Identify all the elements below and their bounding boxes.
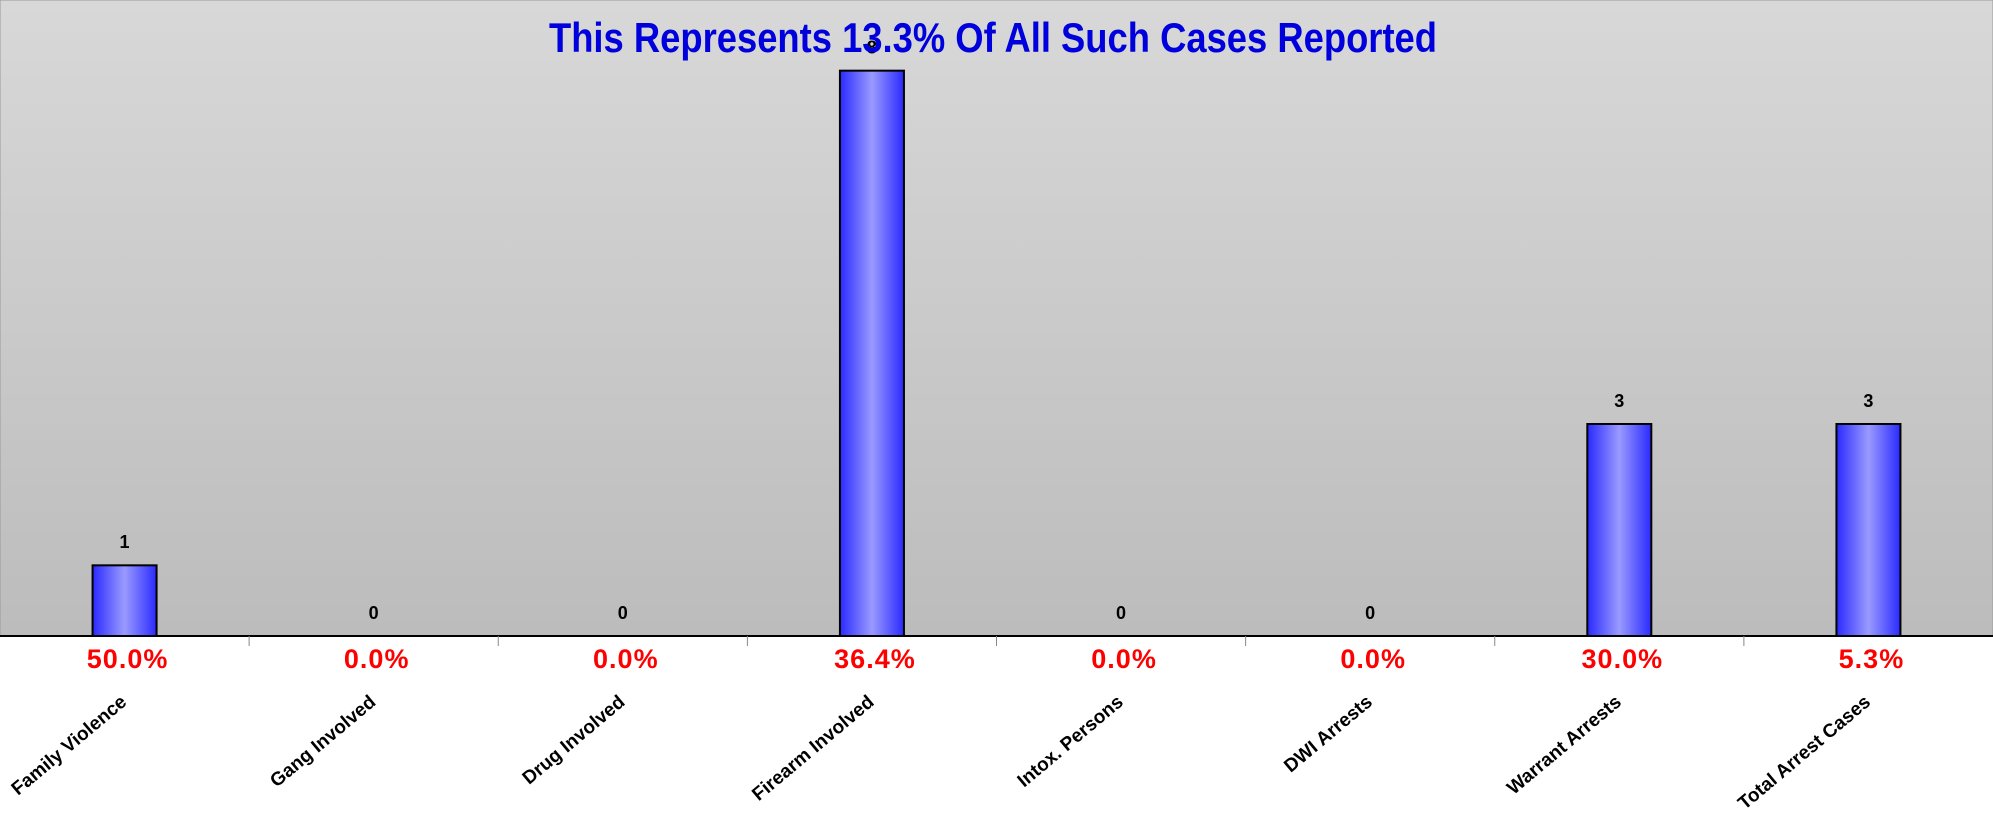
value-label: 8 bbox=[867, 37, 877, 57]
rate-label: 0.0% bbox=[593, 644, 659, 674]
value-label: 0 bbox=[1365, 603, 1375, 623]
bar bbox=[838, 69, 905, 637]
rate-label: 0.0% bbox=[1340, 644, 1406, 674]
plot-area bbox=[0, 0, 1993, 637]
x-tick-label: Drug Involved bbox=[519, 692, 630, 790]
x-tick-label: Gang Involved bbox=[266, 692, 380, 792]
x-tick-label: Warrant Arrests bbox=[1503, 692, 1625, 799]
rate-label: 36.4% bbox=[834, 644, 916, 674]
rate-label: 30.0% bbox=[1582, 644, 1664, 674]
rate-label: 0.0% bbox=[1091, 644, 1157, 674]
value-label: 0 bbox=[1116, 603, 1126, 623]
rate-label: 0.0% bbox=[344, 644, 410, 674]
value-label: 3 bbox=[1614, 391, 1624, 411]
value-label: 0 bbox=[618, 603, 628, 623]
value-label: 0 bbox=[369, 603, 379, 623]
rate-label: 50.0% bbox=[87, 644, 169, 674]
bar bbox=[1586, 423, 1653, 637]
rate-label: 5.3% bbox=[1839, 644, 1905, 674]
x-tick-label: Total Arrest Cases bbox=[1734, 692, 1875, 815]
x-tick-label: DWI Arrests bbox=[1280, 692, 1376, 778]
bar bbox=[1835, 423, 1902, 637]
value-label: 3 bbox=[1863, 391, 1873, 411]
value-label: 1 bbox=[120, 532, 130, 552]
x-tick-label: Family Violence bbox=[8, 692, 131, 800]
bar bbox=[91, 564, 158, 637]
x-tick-label: Intox. Persons bbox=[1014, 692, 1128, 792]
chart-title: This Represents 13.3% Of All Such Cases … bbox=[549, 14, 1437, 61]
x-tick-label: Firearm Involved bbox=[748, 692, 878, 806]
